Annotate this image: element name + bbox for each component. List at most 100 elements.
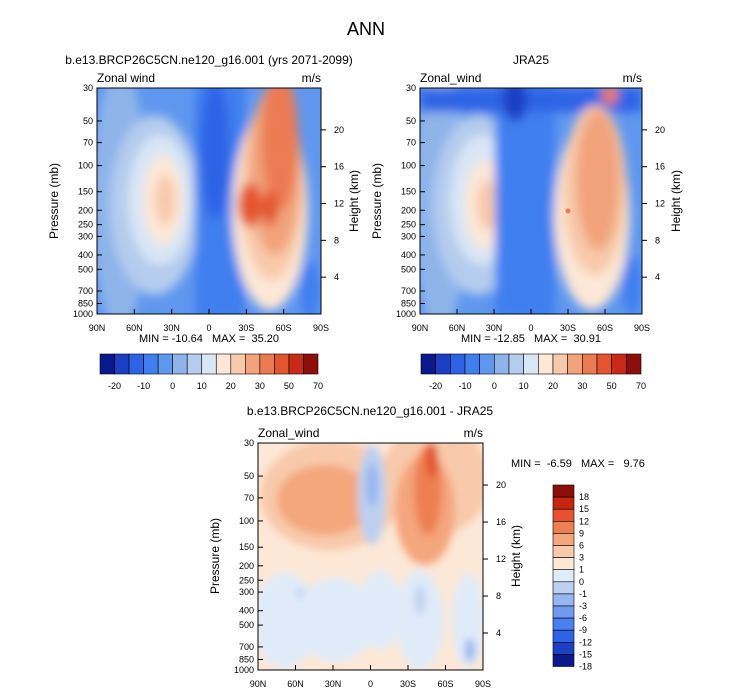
colorbar-swatch	[552, 569, 575, 583]
y-tick-label: 300	[401, 231, 416, 241]
y-tick-label: 100	[401, 161, 416, 171]
colorbar-label: -20	[429, 381, 442, 391]
colorbar-swatch	[494, 353, 510, 375]
colorbar-swatch	[464, 353, 480, 375]
colorbar-label: 3	[579, 553, 584, 563]
colorbar-label: 15	[579, 504, 589, 514]
colorbar-label: -6	[579, 613, 587, 623]
x-tick-label: 60S	[437, 679, 453, 689]
field-label: Zonal wind	[97, 71, 155, 85]
min-max-label: MIN = -10.64 MAX = 35.20	[139, 333, 279, 345]
x-tick-label: 30N	[325, 679, 342, 689]
field-label: Zonal_wind	[420, 71, 481, 85]
colorbar-swatch	[157, 353, 173, 375]
colorbar-swatch	[114, 353, 130, 375]
units-label: m/s	[302, 71, 321, 85]
x-tick-label: 60S	[597, 323, 613, 333]
colorbar-swatch	[552, 641, 575, 655]
y-right-tick-label: 20	[496, 480, 506, 490]
y-tick-label: 1000	[396, 309, 416, 319]
colorbar-label: 30	[577, 381, 587, 391]
panel-title: JRA25	[513, 53, 549, 67]
panel-difference: b.e13.BRCP26C5CN.ne120_g16.001 - JRA25 Z…	[208, 404, 645, 689]
y-tick-label: 400	[401, 250, 416, 260]
colorbar-swatch	[99, 353, 115, 375]
x-tick-label: 0	[528, 323, 533, 333]
colorbar-swatch	[552, 557, 575, 570]
colorbar-swatch	[626, 353, 642, 375]
y-right-tick-label: 16	[496, 517, 506, 527]
y-tick-label: 250	[239, 575, 254, 585]
colorbar-swatch	[552, 353, 568, 375]
y-tick-label: 850	[239, 654, 254, 664]
x-tick-label: 60N	[449, 323, 466, 333]
y-axis-right-title: Height (km)	[347, 170, 361, 232]
x-tick-label: 30S	[238, 323, 254, 333]
y-axis-title: Pressure (mb)	[370, 163, 384, 239]
colorbar-label: 10	[197, 381, 207, 391]
colorbar-label: 20	[548, 381, 558, 391]
colorbar-swatch	[201, 353, 217, 375]
colorbar-label: 50	[607, 381, 617, 391]
colorbar-label: 10	[519, 381, 529, 391]
min-max-label: MIN = -6.59 MAX = 9.76	[511, 458, 645, 470]
axes: 90N 60N 30N 0 30S 60S 90S305070100150200250300…	[396, 83, 665, 333]
y-tick-label: 400	[239, 606, 254, 616]
x-tick-label: 90S	[475, 679, 491, 689]
y-axis-title: Pressure (mb)	[208, 518, 222, 594]
x-tick-label: 90N	[250, 679, 267, 689]
colorbar-reanalysis: -20 -10 0 10 20 30 50 70	[420, 353, 646, 391]
y-right-tick-label: 16	[655, 162, 665, 172]
units-label: m/s	[464, 426, 483, 440]
panel-title: b.e13.BRCP26C5CN.ne120_g16.001 (yrs 2071…	[65, 53, 353, 67]
y-tick-label: 300	[78, 231, 93, 241]
colorbar-swatch	[552, 581, 575, 595]
colorbar-swatch	[274, 353, 290, 375]
x-tick-label: 30S	[560, 323, 576, 333]
colorbar-swatch	[552, 496, 575, 510]
axes: 90N 60N 30N 0 30S 60S 90S305070100150200250300…	[234, 438, 506, 689]
colorbar-swatch	[552, 533, 575, 546]
x-tick-label: 30S	[400, 679, 416, 689]
contour-field	[420, 88, 642, 314]
colorbar-swatch	[186, 353, 203, 375]
colorbar-label: 0	[170, 381, 175, 391]
colorbar-swatch	[172, 353, 188, 375]
colorbar-label: 9	[579, 528, 584, 538]
min-max-label: MIN = -12.85 MAX = 30.91	[461, 333, 601, 345]
x-tick-label: 60N	[126, 323, 143, 333]
y-tick-label: 400	[78, 250, 93, 260]
y-tick-label: 850	[401, 299, 416, 309]
y-right-tick-label: 8	[655, 235, 660, 245]
colorbar-swatch	[552, 520, 575, 534]
colorbar-swatch	[215, 353, 232, 375]
y-tick-label: 500	[401, 264, 416, 274]
colorbar-swatch	[552, 605, 575, 619]
units-label: m/s	[623, 71, 642, 85]
y-tick-label: 100	[239, 516, 254, 526]
y-tick-label: 700	[78, 286, 93, 296]
y-axis-title: Pressure (mb)	[47, 163, 61, 239]
y-tick-label: 150	[401, 187, 416, 197]
colorbar-model: -20 -10 0 10 20 30 50 70	[99, 353, 323, 391]
y-tick-label: 30	[406, 83, 416, 93]
colorbar-label: -15	[579, 649, 592, 659]
colorbar-label: -10	[458, 381, 471, 391]
y-right-tick-label: 4	[334, 272, 339, 282]
y-right-tick-label: 12	[496, 554, 506, 564]
colorbar-label: -18	[579, 662, 592, 672]
colorbar-swatch	[420, 353, 436, 375]
y-tick-label: 70	[83, 138, 93, 148]
colorbar-swatch	[552, 508, 575, 522]
y-tick-label: 500	[239, 620, 254, 630]
colorbar-label: 6	[579, 541, 584, 551]
x-tick-label: 0	[206, 323, 211, 333]
x-tick-label: 90S	[313, 323, 329, 333]
x-tick-label: 0	[368, 679, 373, 689]
y-right-tick-label: 12	[655, 199, 665, 209]
colorbar-swatch	[523, 353, 539, 375]
y-tick-label: 30	[83, 83, 93, 93]
colorbar-swatch	[288, 353, 304, 375]
colorbar-label: 20	[226, 381, 236, 391]
